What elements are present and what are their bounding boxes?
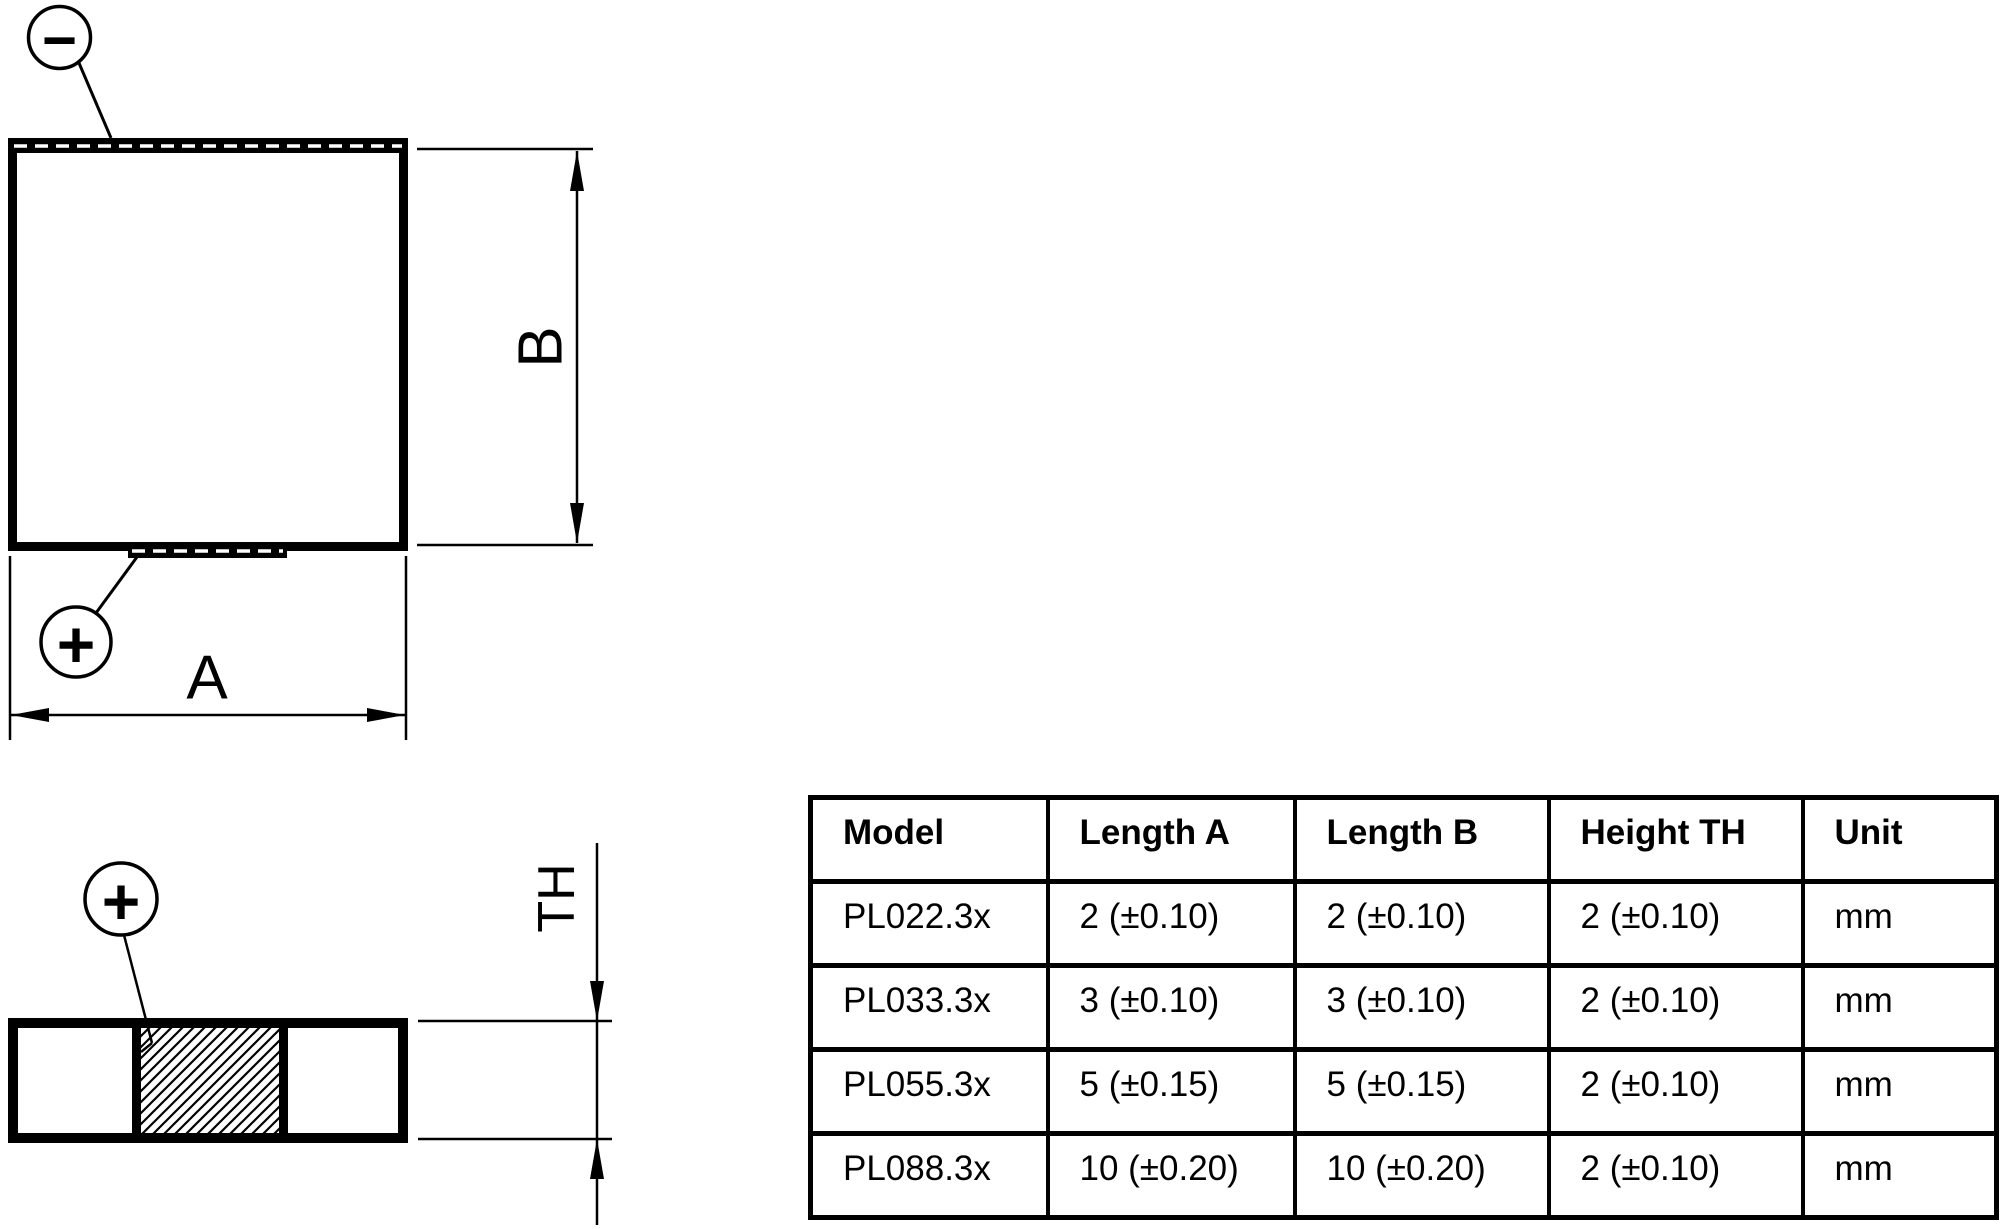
hatch-right-edge: [279, 1018, 288, 1143]
cell-length-a: 3 (±0.10): [1045, 963, 1297, 1052]
dim-b-label: B: [507, 326, 576, 367]
side-positive-terminal-circle: [83, 861, 159, 937]
spec-row: PL055.3x 5 (±0.15) 5 (±0.15) 2 (±0.10) m…: [808, 1047, 1999, 1136]
cell-unit: mm: [1800, 879, 1999, 968]
cell-length-b: 3 (±0.10): [1292, 963, 1551, 1052]
cell-height-th: 2 (±0.10): [1546, 1131, 1805, 1220]
negative-terminal-circle: [26, 4, 93, 71]
cell-height-th: 2 (±0.10): [1546, 963, 1805, 1052]
cell-unit: mm: [1800, 1047, 1999, 1136]
cell-unit: mm: [1800, 963, 1999, 1052]
spec-header-row: Model Length A Length B Height TH Unit: [808, 795, 1999, 884]
dim-th-arrow-up: [590, 1139, 604, 1179]
minus-icon: −: [42, 7, 77, 74]
dim-th-label: TH: [528, 863, 586, 932]
dim-a-arrow-left: [11, 708, 49, 722]
body-left-edge: [8, 153, 17, 551]
cell-height-th: 2 (±0.10): [1546, 1047, 1805, 1136]
cell-model: PL088.3x: [808, 1131, 1050, 1220]
dim-a-label: A: [186, 644, 228, 713]
ceramic-hatch-area: [141, 1028, 279, 1133]
cell-length-a: 2 (±0.10): [1045, 879, 1297, 968]
plus-icon: +: [57, 607, 96, 681]
side-view: + TH: [8, 843, 612, 1225]
hatch-left-edge: [132, 1018, 141, 1143]
spec-row: PL033.3x 3 (±0.10) 3 (±0.10) 2 (±0.10) m…: [808, 963, 1999, 1052]
spec-table: Model Length A Length B Height TH Unit P…: [808, 795, 1999, 1220]
cell-height-th: 2 (±0.10): [1546, 879, 1805, 968]
cell-length-b: 5 (±0.15): [1292, 1047, 1551, 1136]
body-right-edge: [399, 153, 408, 551]
negative-leader-line: [77, 62, 113, 139]
side-positive-leader-line: [122, 934, 154, 1044]
cell-unit: mm: [1800, 1131, 1999, 1220]
header-model: Model: [808, 795, 1050, 884]
cell-length-b: 10 (±0.20): [1292, 1131, 1551, 1220]
dim-b-arrow-bottom: [570, 503, 584, 543]
dim-b-arrow-top: [570, 151, 584, 191]
cell-length-a: 10 (±0.20): [1045, 1131, 1297, 1220]
spec-row: PL088.3x 10 (±0.20) 10 (±0.20) 2 (±0.10)…: [808, 1131, 1999, 1220]
spec-row: PL022.3x 2 (±0.10) 2 (±0.10) 2 (±0.10) m…: [808, 879, 1999, 968]
dim-th-arrow-down: [590, 981, 604, 1021]
positive-terminal-circle: [39, 605, 113, 679]
plus-icon: +: [102, 864, 141, 938]
header-height-th: Height TH: [1546, 795, 1805, 884]
cell-model: PL033.3x: [808, 963, 1050, 1052]
side-positive-leader-tick: [140, 1042, 153, 1053]
plan-view: − + A B: [8, 4, 593, 740]
header-length-b: Length B: [1292, 795, 1551, 884]
dim-a-arrow-right: [367, 708, 405, 722]
cell-model: PL055.3x: [808, 1047, 1050, 1136]
cell-length-b: 2 (±0.10): [1292, 879, 1551, 968]
cell-length-a: 5 (±0.15): [1045, 1047, 1297, 1136]
positive-leader-line: [94, 556, 139, 614]
header-unit: Unit: [1800, 795, 1999, 884]
header-length-a: Length A: [1045, 795, 1297, 884]
cell-model: PL022.3x: [808, 879, 1050, 968]
